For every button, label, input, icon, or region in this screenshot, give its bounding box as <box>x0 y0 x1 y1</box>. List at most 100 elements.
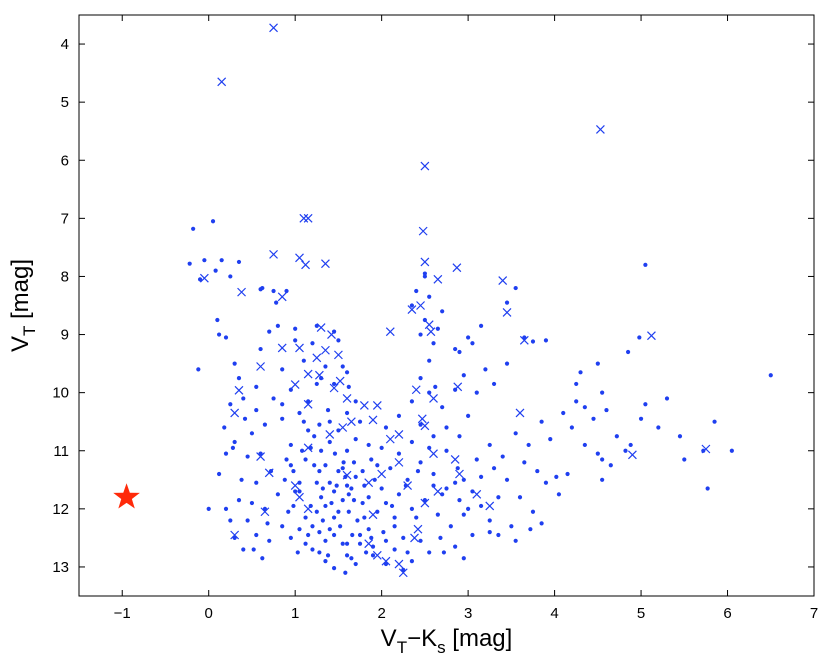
data-point-cross <box>338 423 348 432</box>
data-point-cross <box>498 276 508 285</box>
y-tick-label: 6 <box>61 152 69 169</box>
data-point-dot <box>349 486 354 491</box>
series-star <box>113 483 140 509</box>
data-point-dot <box>427 294 432 299</box>
data-point-cross <box>264 468 274 478</box>
data-point-dot <box>353 561 358 567</box>
data-point-dot <box>431 341 436 346</box>
data-point-cross <box>277 292 287 302</box>
data-point-dot <box>236 259 242 265</box>
data-point-dot <box>548 437 553 442</box>
data-point-dot <box>187 261 192 266</box>
data-point-cross <box>335 376 345 386</box>
data-point-cross <box>327 330 336 339</box>
series-cross <box>199 23 711 578</box>
data-point-dot <box>528 527 533 532</box>
data-point-dot <box>288 535 293 541</box>
data-point-dot <box>306 532 311 538</box>
data-point-dot <box>340 364 345 369</box>
data-point-dot <box>280 524 285 529</box>
x-tick-label: 7 <box>810 605 818 622</box>
data-point-dot <box>543 480 549 485</box>
data-point-cross <box>418 226 428 236</box>
data-point-dot <box>539 419 544 424</box>
data-point-cross <box>627 450 637 460</box>
data-point-dot <box>331 381 337 387</box>
data-point-dot <box>350 532 355 538</box>
x-tick-label: −1 <box>114 605 131 622</box>
data-point-dot <box>344 483 350 488</box>
data-point-cross <box>403 481 413 491</box>
data-point-dot <box>329 500 334 506</box>
plot-marks <box>113 23 773 578</box>
data-point-cross <box>295 253 304 263</box>
data-point-dot <box>275 492 280 497</box>
data-point-dot <box>267 329 272 334</box>
data-point-dot <box>258 346 263 352</box>
data-point-cross <box>368 510 378 520</box>
data-point-dot <box>284 457 289 462</box>
data-point-dot <box>569 425 574 430</box>
data-point-dot <box>422 271 427 276</box>
data-point-dot <box>241 547 246 552</box>
data-point-dot <box>418 538 423 543</box>
data-point-dot <box>405 550 410 555</box>
data-point-dot <box>440 309 445 314</box>
data-point-dot <box>320 518 325 523</box>
data-point-dot <box>729 448 734 453</box>
data-point-cross <box>416 301 425 310</box>
data-point-cross <box>321 259 330 269</box>
data-point-dot <box>383 425 389 430</box>
data-point-dot <box>595 451 600 456</box>
data-point-cross <box>359 401 369 410</box>
data-point-cross <box>303 443 313 453</box>
data-point-dot <box>435 512 440 517</box>
data-point-dot <box>574 381 579 387</box>
data-point-dot <box>241 396 246 401</box>
data-point-dot <box>453 480 458 485</box>
data-point-cross <box>372 550 382 560</box>
data-point-dot <box>331 566 337 571</box>
data-point-cross <box>472 489 482 499</box>
data-point-dot <box>310 341 315 346</box>
data-point-cross <box>295 343 304 353</box>
data-point-dot <box>357 419 363 424</box>
data-point-dot <box>478 474 484 479</box>
data-point-dot <box>340 466 345 471</box>
data-point-dot <box>332 451 338 456</box>
data-point-dot <box>254 532 259 538</box>
data-point-dot <box>282 477 287 482</box>
data-point-dot <box>341 460 346 465</box>
data-point-dot <box>427 390 432 395</box>
data-point-dot <box>343 570 348 575</box>
data-point-cross <box>230 530 240 540</box>
data-point-cross <box>303 399 313 409</box>
data-point-dot <box>249 431 255 436</box>
data-point-cross <box>450 455 460 464</box>
data-point-cross <box>410 533 419 543</box>
data-point-dot <box>628 442 633 448</box>
data-point-dot <box>457 349 462 355</box>
data-point-dot <box>288 387 293 392</box>
data-point-dot <box>418 460 423 465</box>
data-point-dot <box>656 425 661 430</box>
data-point-dot <box>297 410 302 416</box>
data-point-dot <box>530 339 536 344</box>
data-point-cross <box>303 504 313 514</box>
data-point-dot <box>271 288 276 294</box>
y-axis-label: VT [mag] <box>7 259 39 352</box>
x-tick-label: 1 <box>291 605 299 622</box>
data-point-dot <box>223 506 229 511</box>
data-point-dot <box>239 477 244 482</box>
data-point-dot <box>284 288 289 294</box>
data-point-dot <box>223 335 229 340</box>
data-point-dot <box>215 317 220 323</box>
data-point-dot <box>705 486 710 491</box>
data-point-cross <box>452 263 462 273</box>
data-point-dot <box>327 419 332 424</box>
data-point-dot <box>453 346 458 352</box>
data-point-dot <box>254 407 259 413</box>
data-point-cross <box>377 469 387 479</box>
data-point-dot <box>677 434 683 439</box>
